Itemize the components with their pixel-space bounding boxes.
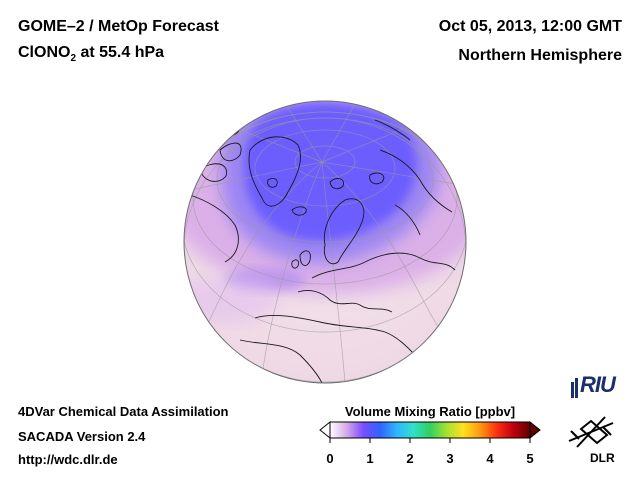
colorbar-tick-label: 5 [526,451,534,466]
region-label: Northern Hemisphere [458,47,622,64]
footer-version: SACADA Version 2.4 [18,429,146,444]
globe-outline [183,100,467,384]
colorbar-tick-marks [329,438,531,443]
colorbar-tick-label: 2 [406,451,414,466]
colorbar-tick-label: 3 [446,451,454,466]
pressure-level: at 55.4 hPa [76,44,165,61]
globe-field [184,101,466,383]
product-title: GOME–2 / MetOp Forecast [18,18,219,35]
coastlines [189,119,456,383]
riu-logo-bar [575,378,578,398]
colorbar-min-arrow [319,420,331,440]
field-subtropics [184,278,280,322]
forecast-datetime: Oct 05, 2013, 12:00 GMT [438,18,622,35]
field-vortex-core [244,102,417,241]
colorbar [319,420,541,443]
footer-method: 4DVar Chemical Data Assimilation [18,404,229,419]
colorbar-scale [329,421,531,439]
colorbar-tick-label: 0 [326,451,334,466]
species-label: ClONO2 at 55.4 hPa [18,44,164,64]
dlr-logo-text: DLR [590,451,615,465]
dlr-logo-mark [568,416,614,448]
riu-logo-bar [571,382,574,398]
colorbar-max-arrow [529,420,541,440]
footer-url[interactable]: http://wdc.dlr.de [18,452,118,467]
colorbar-title: Volume Mixing Ratio [ppbv] [344,404,516,419]
colorbar-tick-label: 4 [486,451,494,466]
species-subscript: 2 [70,53,77,65]
riu-logo: RIU [580,372,616,397]
colorbar-tick-label: 1 [366,451,374,466]
species-name: ClONO [18,44,71,61]
